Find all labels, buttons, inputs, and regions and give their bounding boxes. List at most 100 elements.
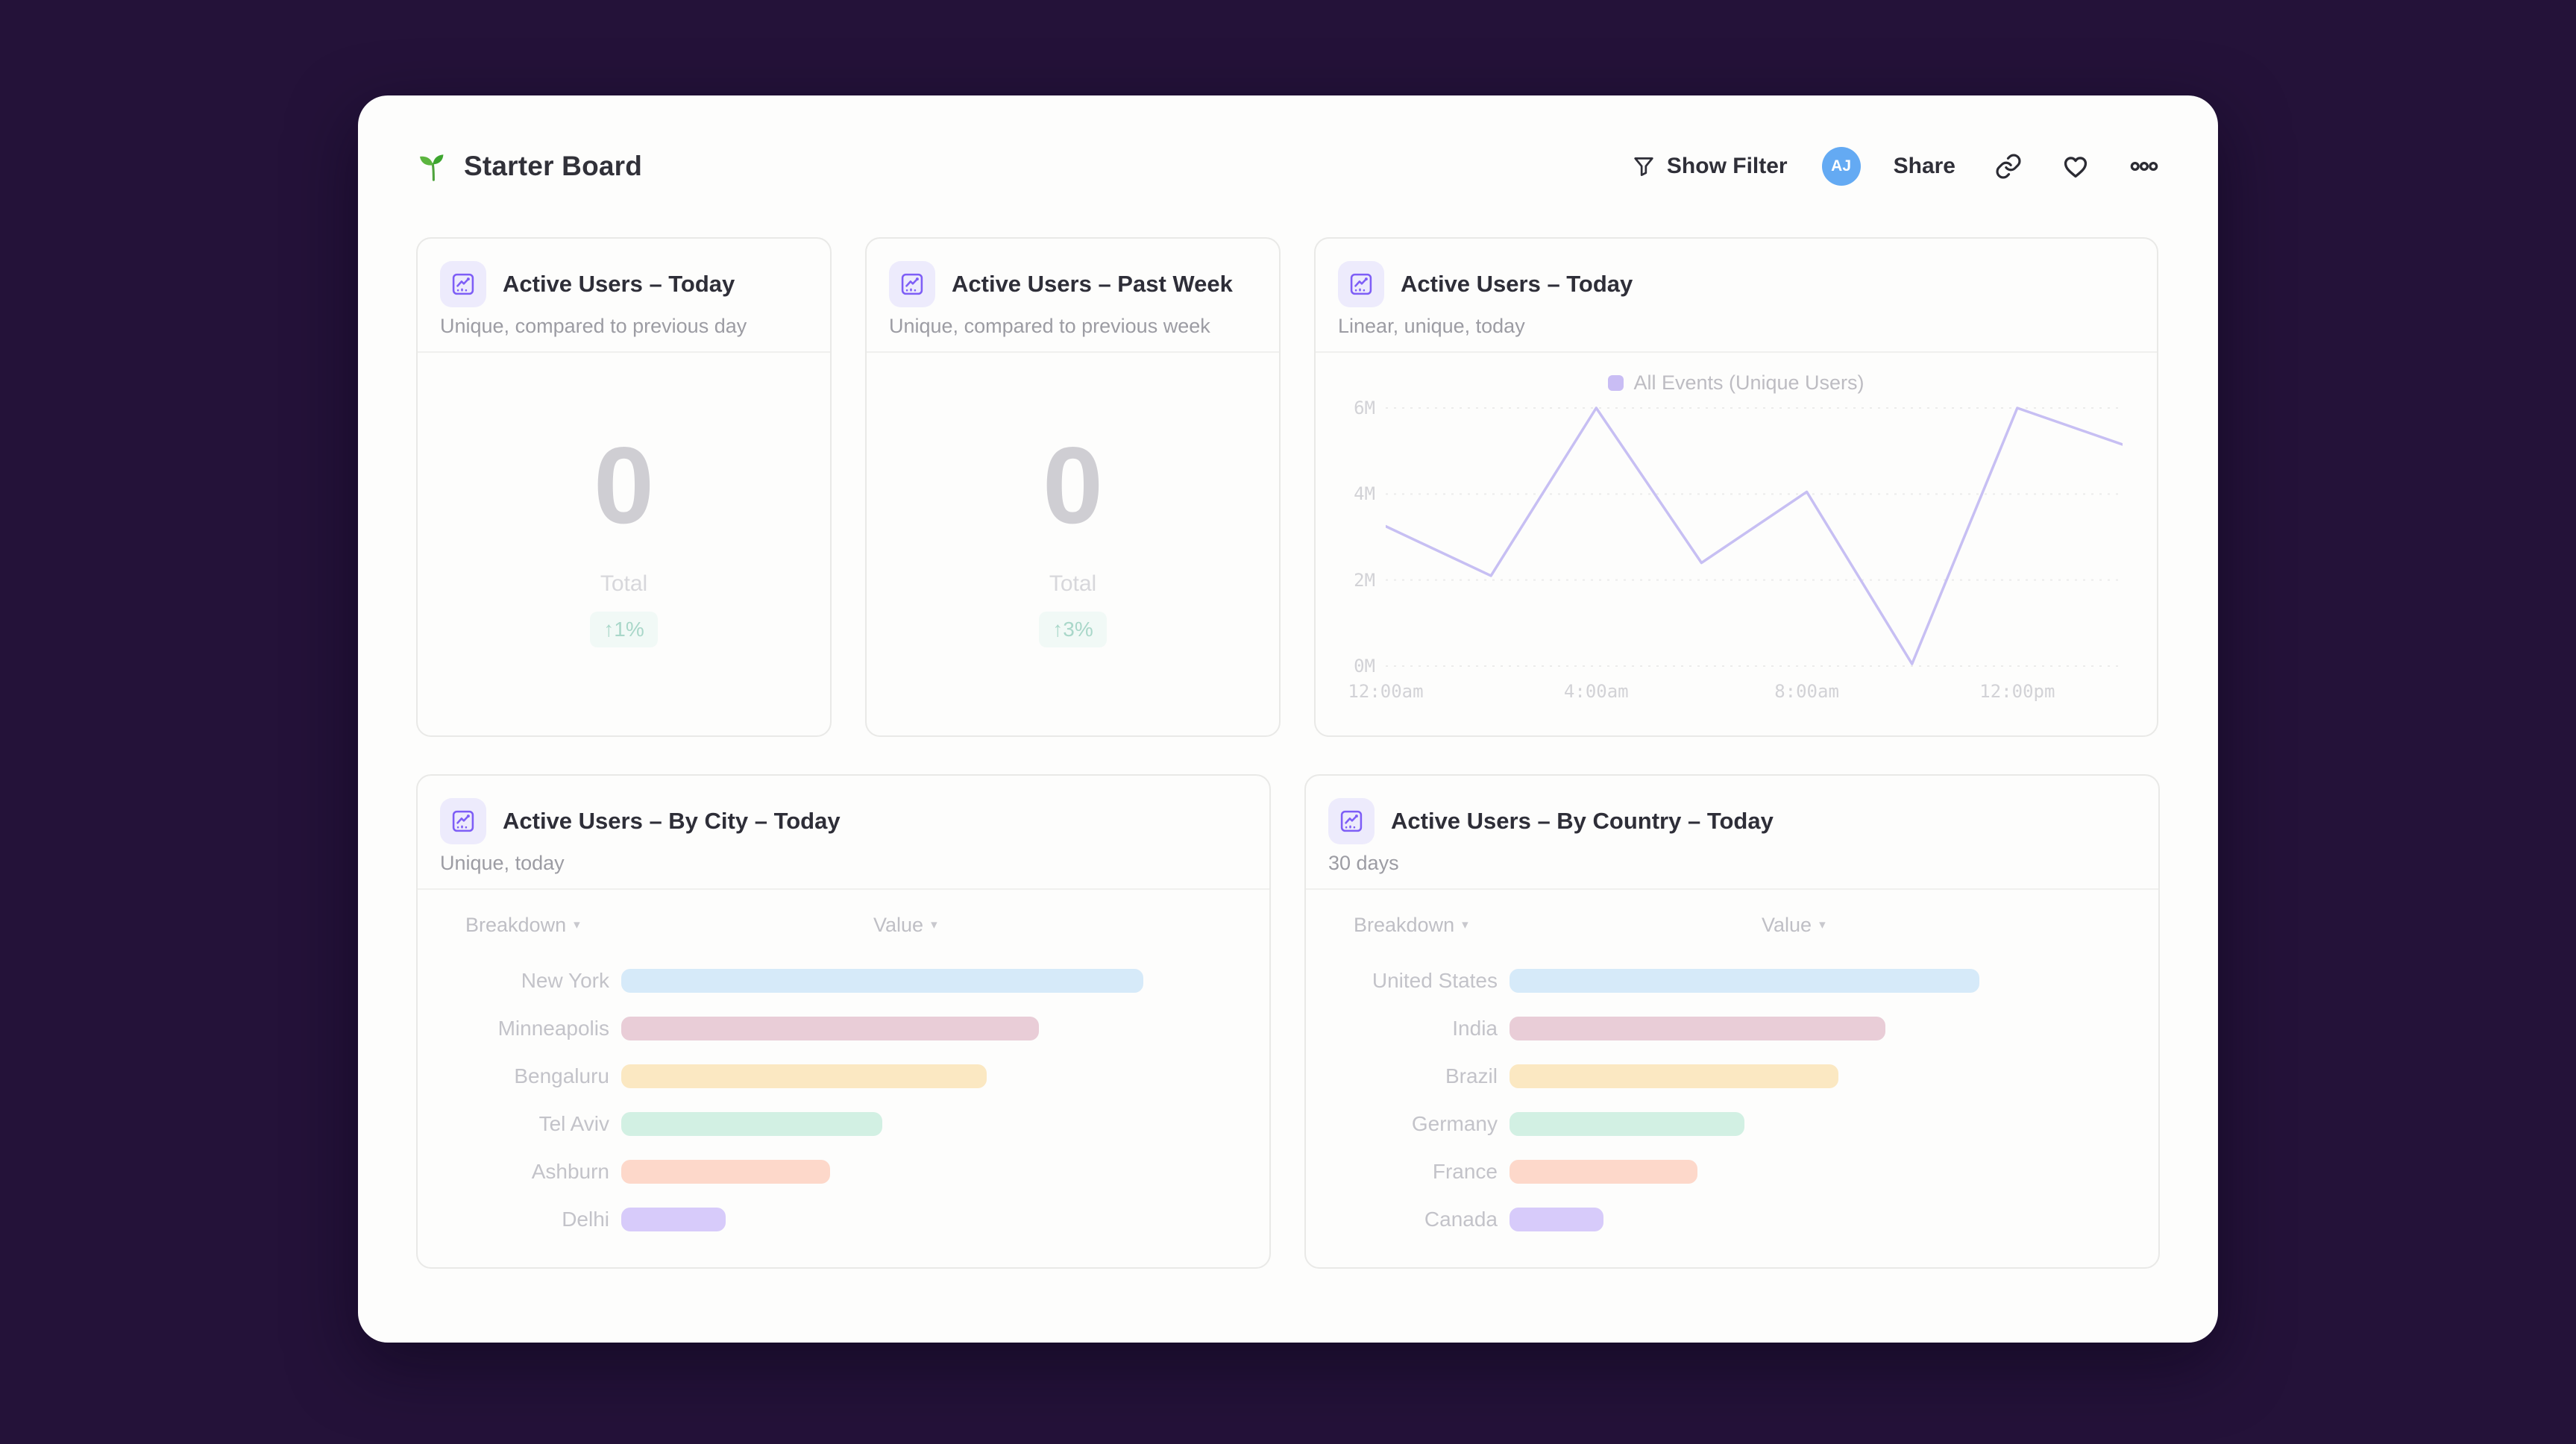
board-actions: Show Filter AJ Share	[1631, 147, 2160, 186]
panel-subtitle: Unique, compared to previous week	[889, 315, 1210, 337]
y-axis-label: 4M	[1354, 483, 1375, 505]
board-title-group: Starter Board	[416, 149, 642, 183]
column-header-breakdown[interactable]: Breakdown ▾	[465, 914, 580, 937]
column-header-breakdown-label: Breakdown	[1354, 913, 1455, 936]
line-chart-body: All Events (Unique Users) 0M 2M 4M 6M 12:00…	[1316, 353, 2157, 735]
panel-header: Active Users – By Country – Today 30 day…	[1306, 776, 2158, 890]
link-icon	[1996, 154, 2021, 179]
panel-title[interactable]: Active Users – Past Week	[952, 271, 1233, 297]
panel-subtitle: Linear, unique, today	[1338, 315, 1525, 337]
kpi-delta-badge: ↑3%	[1039, 611, 1107, 647]
share-button[interactable]: Share	[1894, 154, 1955, 179]
breakdown-table: Breakdown ▾ Value ▾ New York Minneapolis B…	[418, 890, 1269, 1267]
panel-active-users-by-country: Active Users – By Country – Today 30 day…	[1304, 774, 2160, 1269]
breakdown-bar	[1510, 1160, 1697, 1184]
sort-caret-icon: ▾	[574, 917, 580, 932]
chart-icon	[889, 261, 935, 307]
panel-subtitle: Unique, compared to previous day	[440, 315, 747, 337]
column-header-value[interactable]: Value ▾	[873, 909, 937, 941]
line-chart-svg	[1384, 406, 2124, 667]
seedling-icon	[419, 154, 444, 181]
panel-header: Active Users – By City – Today Unique, t…	[418, 776, 1269, 890]
breakdown-bar	[1510, 1112, 1744, 1136]
panels-row-2: Active Users – By City – Today Unique, t…	[416, 774, 2160, 1269]
y-axis-label: 0M	[1354, 656, 1375, 677]
x-axis-label: 4:00am	[1563, 681, 1629, 702]
breakdown-row-label: Canada	[1424, 1208, 1498, 1231]
breakdown-row-label: Minneapolis	[497, 1017, 609, 1040]
board-header: Starter Board Show Filter AJ Share	[416, 95, 2160, 237]
table-row: France	[1328, 1148, 2136, 1196]
breakdown-row-label: New York	[521, 969, 609, 992]
breakdown-bar	[1510, 969, 1979, 993]
breakdown-bar	[621, 1017, 1039, 1040]
panel-header: Active Users – Today Linear, unique, tod…	[1316, 239, 2157, 353]
heart-icon	[2064, 157, 2087, 178]
chart-icon	[440, 798, 486, 844]
column-header-value[interactable]: Value ▾	[1762, 909, 1826, 941]
favorite-button[interactable]	[2061, 152, 2090, 180]
copy-link-button[interactable]	[1994, 152, 2023, 180]
panel-title[interactable]: Active Users – Today	[1401, 271, 1633, 297]
chart-icon	[440, 261, 486, 307]
sort-caret-icon: ▾	[1819, 917, 1826, 932]
show-filter-label: Show Filter	[1666, 154, 1788, 178]
show-filter-button[interactable]: Show Filter	[1631, 154, 1788, 179]
sort-caret-icon: ▾	[931, 917, 937, 932]
breakdown-row-label: Tel Aviv	[538, 1112, 609, 1135]
avatar[interactable]: AJ	[1821, 147, 1861, 186]
avatar-initials: AJ	[1831, 157, 1852, 175]
panel-title[interactable]: Active Users – By Country – Today	[1391, 808, 1774, 834]
kpi-delta-badge: ↑1%	[590, 611, 658, 647]
breakdown-row-label: Germany	[1411, 1112, 1498, 1135]
breakdown-rows: New York Minneapolis Bengaluru Tel Aviv Ashb…	[440, 957, 1247, 1243]
line-series	[1384, 406, 2124, 665]
column-header-breakdown[interactable]: Breakdown ▾	[1354, 914, 1468, 937]
table-row: Bengaluru	[440, 1052, 1247, 1100]
chart-icon	[1338, 261, 1384, 307]
panel-active-users-line-chart: Active Users – Today Linear, unique, tod…	[1314, 237, 2158, 737]
chart-icon	[1328, 798, 1375, 844]
breakdown-row-label: India	[1452, 1017, 1498, 1040]
y-axis-label: 6M	[1354, 398, 1375, 418]
breakdown-row-label: United States	[1372, 969, 1498, 992]
panel-title[interactable]: Active Users – Today	[503, 271, 735, 297]
legend-label: All Events (Unique Users)	[1633, 371, 1865, 394]
column-header-value-label: Value	[873, 913, 924, 936]
kpi-total-label: Total	[1049, 571, 1097, 596]
table-row: United States	[1328, 957, 2136, 1005]
panel-active-users-by-city: Active Users – By City – Today Unique, t…	[416, 774, 1271, 1269]
sort-caret-icon: ▾	[1462, 917, 1468, 932]
breakdown-rows: United States India Brazil Germany France Can…	[1328, 957, 2136, 1243]
more-button[interactable]	[2129, 151, 2160, 182]
x-axis-label: 8:00am	[1774, 681, 1839, 702]
x-axis-label: 12:00am	[1348, 681, 1424, 702]
board-title[interactable]: Starter Board	[464, 151, 643, 181]
kpi-body: 0 Total ↑1%	[418, 353, 830, 735]
filter-icon	[1634, 157, 1653, 176]
table-row: India	[1328, 1005, 2136, 1052]
table-row: Germany	[1328, 1100, 2136, 1148]
panel-title[interactable]: Active Users – By City – Today	[503, 808, 841, 834]
panel-subtitle: 30 days	[1328, 852, 1399, 874]
legend-swatch	[1608, 374, 1624, 391]
breakdown-bar	[621, 1112, 882, 1136]
breakdown-bar	[1510, 1017, 1885, 1040]
table-row: Delhi	[440, 1196, 1247, 1243]
panel-header: Active Users – Past Week Unique, compare…	[867, 239, 1279, 353]
breakdown-table-header: Breakdown ▾ Value ▾	[440, 909, 1247, 941]
breakdown-table-header: Breakdown ▾ Value ▾	[1328, 909, 2136, 941]
table-row: Canada	[1328, 1196, 2136, 1243]
breakdown-row-label: Delhi	[562, 1208, 609, 1231]
breakdown-bar	[621, 1208, 726, 1231]
breakdown-row-label: Bengaluru	[514, 1064, 609, 1087]
kpi-total-label: Total	[600, 571, 648, 596]
table-row: Tel Aviv	[440, 1100, 1247, 1148]
x-axis-label: 12:00pm	[1979, 681, 2055, 702]
breakdown-bar	[621, 1160, 830, 1184]
panel-active-users-today: Active Users – Today Unique, compared to…	[416, 237, 832, 737]
breakdown-bar	[621, 1064, 987, 1088]
table-row: Minneapolis	[440, 1005, 1247, 1052]
y-axis-label: 2M	[1354, 569, 1375, 591]
